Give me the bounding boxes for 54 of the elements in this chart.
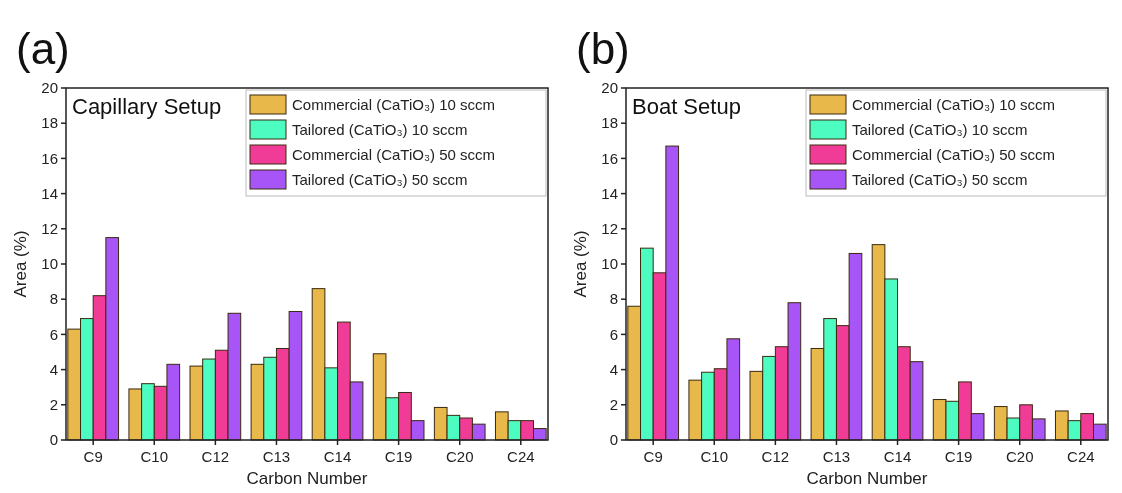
x-tick-label: C9 <box>643 448 663 465</box>
x-tick-label: C10 <box>140 448 169 465</box>
x-tick-label: C14 <box>883 448 912 465</box>
y-axis-title: Area (%) <box>11 230 30 298</box>
x-tick-label: C13 <box>262 448 291 465</box>
y-tick-label: 14 <box>41 184 58 202</box>
x-tick-label: C19 <box>384 448 413 465</box>
y-tick-label: 0 <box>609 431 618 449</box>
x-tick-label: C20 <box>445 448 474 465</box>
y-tick-label: 12 <box>601 220 618 238</box>
y-tick-label: 18 <box>601 114 618 132</box>
x-tick-label: C9 <box>83 448 103 465</box>
legend-label: Commercial (CaTiO₃) 10 sccm <box>852 96 1056 113</box>
y-tick-label: 12 <box>41 220 58 238</box>
y-tick-label: 18 <box>41 114 58 132</box>
chart-title: (b) <box>576 24 630 73</box>
x-tick-label: C24 <box>1067 448 1095 465</box>
y-tick-label: 6 <box>609 325 618 343</box>
y-tick-label: 16 <box>601 149 618 167</box>
y-tick-label: 16 <box>41 149 58 167</box>
chart-subtitle: Boat Setup <box>632 94 741 119</box>
y-tick-label: 10 <box>601 255 618 273</box>
legend-label: Tailored (CaTiO₃) 50 sccm <box>852 171 1028 188</box>
y-tick-label: 8 <box>609 290 618 308</box>
y-tick-label: 4 <box>609 360 618 378</box>
legend-label: Commercial (CaTiO₃) 50 sccm <box>852 146 1056 163</box>
x-tick-label: C12 <box>761 448 790 465</box>
legend-label: Tailored (CaTiO₃) 50 sccm <box>292 171 468 188</box>
chart-title: (a) <box>16 24 70 73</box>
x-axis-title: Carbon Number <box>246 469 368 488</box>
y-tick-label: 2 <box>49 396 58 414</box>
y-tick-label: 8 <box>49 290 58 308</box>
x-axis-title: Carbon Number <box>806 469 928 488</box>
x-tick-label: C24 <box>507 448 535 465</box>
x-tick-label: C20 <box>1005 448 1034 465</box>
y-tick-label: 0 <box>49 431 58 449</box>
x-tick-label: C12 <box>201 448 230 465</box>
x-tick-label: C19 <box>944 448 973 465</box>
legend-label: Commercial (CaTiO₃) 10 sccm <box>292 96 496 113</box>
y-tick-label: 20 <box>601 79 618 97</box>
y-tick-label: 4 <box>49 360 58 378</box>
x-tick-label: C13 <box>822 448 851 465</box>
chart-subtitle: Capillary Setup <box>72 94 222 119</box>
y-tick-label: 2 <box>609 396 618 414</box>
y-tick-label: 10 <box>41 255 58 273</box>
y-tick-label: 14 <box>601 184 618 202</box>
y-tick-label: 20 <box>41 79 58 97</box>
x-tick-label: C10 <box>700 448 729 465</box>
y-axis-title: Area (%) <box>571 230 590 298</box>
legend-label: Commercial (CaTiO₃) 50 sccm <box>292 146 496 163</box>
legend-label: Tailored (CaTiO₃) 10 sccm <box>292 121 468 138</box>
y-tick-label: 6 <box>49 325 58 343</box>
legend-label: Tailored (CaTiO₃) 10 sccm <box>852 121 1028 138</box>
x-tick-label: C14 <box>323 448 352 465</box>
